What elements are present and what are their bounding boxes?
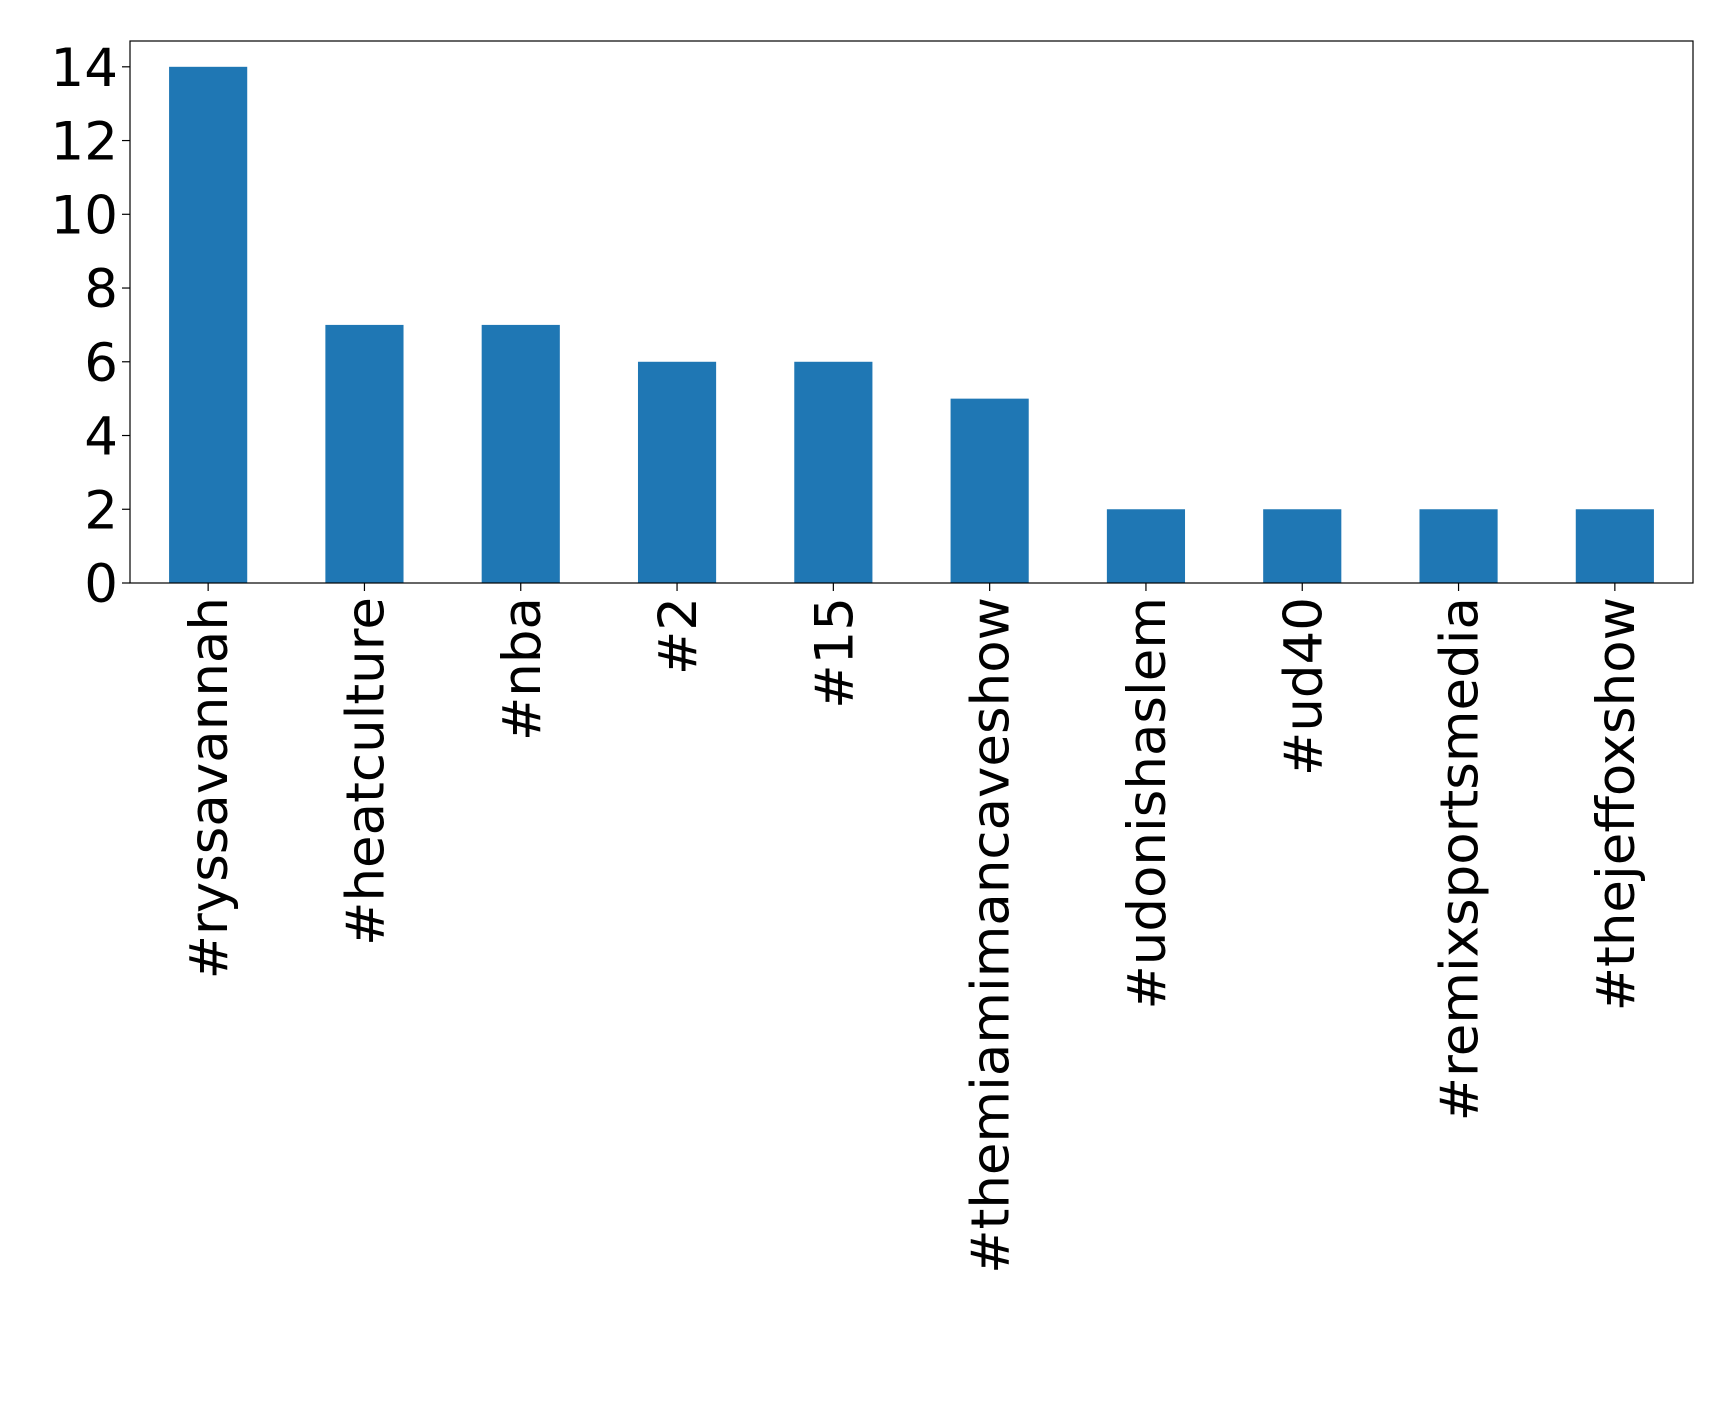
bar (325, 324, 404, 583)
bar (637, 361, 717, 583)
y-tick-label: 2 (84, 480, 118, 541)
x-tick-label: #nba (492, 597, 553, 741)
y-tick-label: 12 (51, 112, 118, 173)
y-tick-label: 6 (84, 333, 118, 394)
bar (169, 66, 248, 584)
x-tick-label: #ud40 (1273, 597, 1334, 776)
bar (1575, 509, 1654, 583)
y-tick-label: 8 (84, 259, 118, 320)
x-tick-label: #udonishaslem (1117, 597, 1178, 1010)
x-tick-label: #thejeffoxshow (1586, 597, 1647, 1011)
x-tick-label: #remixsportsmedia (1430, 597, 1491, 1121)
bar (481, 324, 560, 583)
x-tick-label: #ryssavannah (179, 597, 240, 979)
bar (794, 361, 873, 583)
x-tick-label: #2 (648, 597, 709, 675)
bar (1419, 509, 1498, 583)
y-tick-label: 14 (51, 38, 118, 99)
x-tick-label: #15 (804, 597, 865, 709)
y-tick-label: 0 (84, 554, 118, 615)
plot-frame (129, 40, 1694, 584)
y-tick-label: 4 (84, 407, 118, 468)
x-tick-label: #themiamimancaveshow (961, 597, 1022, 1274)
y-tick-label: 10 (51, 185, 118, 246)
bar (950, 398, 1029, 583)
bar (1263, 509, 1342, 583)
x-tick-label: #heatculture (335, 597, 396, 946)
bar (1106, 509, 1186, 583)
